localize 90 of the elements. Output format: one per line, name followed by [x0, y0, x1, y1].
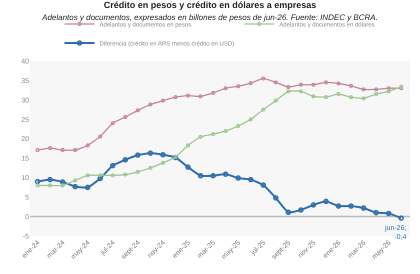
point	[98, 134, 102, 138]
point	[211, 132, 216, 136]
point	[324, 95, 328, 100]
point	[374, 92, 378, 96]
point	[336, 203, 342, 209]
point	[110, 121, 115, 126]
point	[60, 179, 66, 185]
point	[398, 215, 404, 221]
point	[97, 176, 103, 182]
point	[298, 207, 304, 213]
point	[122, 157, 128, 163]
point	[261, 76, 266, 80]
point	[374, 87, 378, 92]
point	[148, 150, 154, 156]
point	[248, 117, 253, 122]
line-series	[36, 76, 404, 152]
point	[60, 183, 65, 188]
point	[224, 129, 228, 133]
point	[349, 95, 354, 100]
point	[173, 95, 178, 100]
point	[298, 82, 303, 87]
point	[47, 176, 53, 182]
point	[160, 152, 166, 158]
point	[136, 108, 140, 112]
point	[348, 203, 354, 209]
point	[135, 152, 141, 158]
point	[298, 89, 303, 94]
point	[210, 172, 216, 178]
point	[198, 172, 204, 178]
point	[323, 198, 329, 204]
point	[123, 115, 128, 119]
point	[86, 143, 90, 148]
point	[73, 148, 78, 152]
point	[34, 178, 40, 184]
point	[274, 80, 278, 84]
point	[160, 160, 165, 165]
point	[185, 164, 191, 170]
point	[198, 94, 203, 98]
point	[98, 173, 102, 178]
point	[222, 171, 228, 177]
point	[336, 82, 341, 86]
point	[73, 178, 78, 182]
point	[273, 195, 279, 201]
point	[123, 172, 128, 177]
point	[160, 98, 165, 103]
point	[248, 81, 253, 86]
point	[86, 173, 90, 178]
chart-subtitle: Adelantos y documentos, expresados en billones de pesos de jun-26. Fuente: INDEC y BCRA.	[41, 12, 378, 22]
point	[286, 89, 290, 94]
point	[362, 96, 366, 100]
point	[211, 90, 216, 95]
point	[386, 89, 391, 94]
point	[36, 148, 40, 152]
point	[84, 184, 90, 190]
point	[36, 183, 40, 188]
point	[236, 124, 240, 128]
point	[311, 94, 316, 98]
point	[148, 166, 152, 170]
point	[136, 170, 140, 174]
point	[148, 102, 152, 107]
point	[186, 143, 190, 148]
point	[286, 210, 292, 216]
point	[48, 146, 52, 150]
point	[72, 184, 78, 190]
point	[373, 210, 379, 216]
point	[261, 108, 266, 112]
point	[198, 134, 203, 139]
point	[311, 82, 316, 87]
point	[349, 84, 354, 88]
point	[386, 86, 391, 90]
point	[360, 205, 366, 211]
chart-title: Crédito en pesos y crédito en dólares a empresas	[104, 0, 316, 10]
point	[186, 94, 190, 98]
point	[362, 87, 366, 92]
point	[336, 92, 341, 96]
point	[260, 182, 266, 188]
point	[48, 183, 52, 188]
point	[110, 173, 115, 178]
point	[110, 162, 116, 168]
point	[224, 86, 228, 90]
line-series	[36, 84, 404, 188]
point	[324, 80, 328, 84]
point	[386, 210, 392, 216]
point	[310, 202, 316, 208]
point	[286, 85, 290, 90]
point	[235, 175, 241, 181]
point	[274, 98, 278, 103]
point	[248, 176, 254, 182]
point	[60, 148, 65, 152]
point	[236, 84, 240, 88]
